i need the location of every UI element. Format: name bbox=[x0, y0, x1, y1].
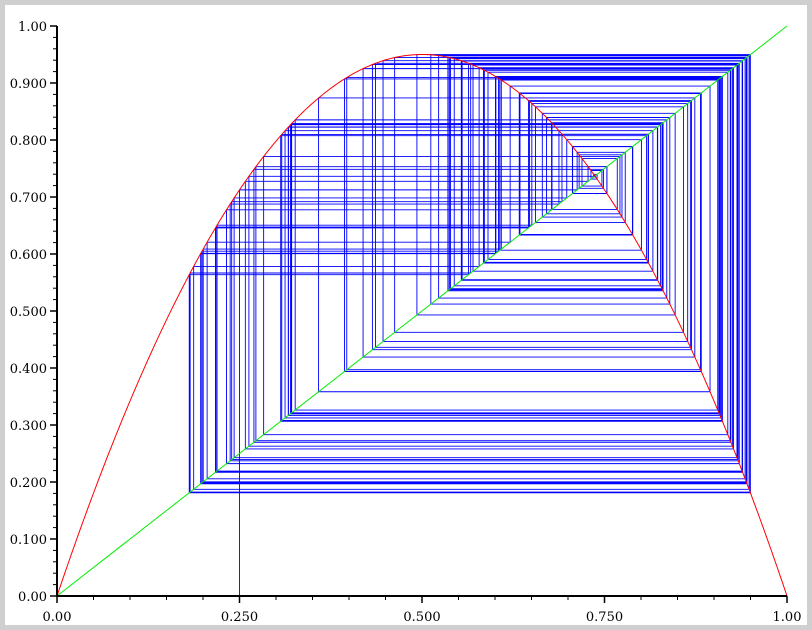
y-tick-labels: 0.00 0.100 0.200 0.300 0.400 0.500 0.600 0.700 0… bbox=[10, 20, 47, 605]
y-tick-label: 0.900 bbox=[10, 77, 47, 92]
y-tick-label: 0.00 bbox=[18, 590, 47, 605]
y-tick-label: 0.300 bbox=[10, 419, 47, 434]
x-tick-label: 0.250 bbox=[221, 610, 258, 625]
plot-series bbox=[56, 25, 788, 597]
x-tick-label: 0.500 bbox=[403, 610, 440, 625]
y-tick-label: 0.200 bbox=[10, 476, 47, 491]
y-tick-label: 0.600 bbox=[10, 248, 47, 263]
axes bbox=[50, 25, 788, 603]
y-tick-label: 0.800 bbox=[10, 134, 47, 149]
x-tick-label: 0.00 bbox=[43, 610, 72, 625]
logistic-curve-series bbox=[56, 53, 788, 597]
y-tick-label: 0.400 bbox=[10, 362, 47, 377]
cobweb-series bbox=[188, 54, 751, 596]
x-tick-labels: 0.00 0.250 0.500 0.750 1.00 bbox=[43, 610, 802, 625]
y-tick-label: 0.700 bbox=[10, 191, 47, 206]
y-tick-label: 0.100 bbox=[10, 533, 47, 548]
y-tick-label: 0.500 bbox=[10, 305, 47, 320]
identity-line-series bbox=[56, 25, 788, 597]
x-tick-label: 1.00 bbox=[773, 610, 802, 625]
x-tick-label: 0.750 bbox=[586, 610, 623, 625]
y-tick-label: 1.00 bbox=[18, 20, 47, 35]
